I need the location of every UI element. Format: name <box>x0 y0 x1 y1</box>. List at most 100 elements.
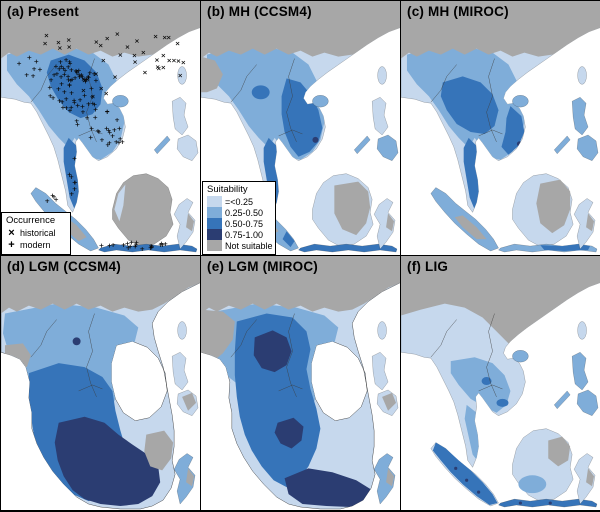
svg-text:+: + <box>51 193 56 201</box>
svg-text:×: × <box>156 65 161 73</box>
svg-text:×: × <box>125 43 130 51</box>
historical-marker-symbol: × <box>8 227 15 239</box>
svg-text:+: + <box>149 243 154 251</box>
svg-text:+: + <box>74 117 79 125</box>
svg-text:+: + <box>129 239 134 247</box>
svg-text:+: + <box>82 91 87 99</box>
svg-text:+: + <box>62 88 67 96</box>
svg-text:+: + <box>158 241 163 249</box>
svg-text:×: × <box>177 71 182 79</box>
svg-text:×: × <box>93 70 98 78</box>
svg-text:+: + <box>47 84 52 92</box>
svg-text:+: + <box>89 125 94 133</box>
svg-text:+: + <box>27 53 32 61</box>
map-f <box>401 256 600 508</box>
occurrence-legend-item-modern: + modern <box>6 239 66 251</box>
svg-text:+: + <box>80 103 85 111</box>
svg-text:+: + <box>105 108 110 116</box>
svg-text:+: + <box>84 76 89 84</box>
svg-text:×: × <box>161 64 166 72</box>
svg-text:+: + <box>16 60 21 68</box>
panel-b-label: (b) MH (CCSM4) <box>207 4 312 19</box>
svg-text:+: + <box>149 242 154 250</box>
svg-text:+: + <box>68 76 73 84</box>
svg-text:+: + <box>71 97 76 105</box>
panel-f-label: (f) LIG <box>407 259 449 274</box>
svg-text:+: + <box>86 74 91 82</box>
svg-text:×: × <box>57 44 62 52</box>
svg-text:+: + <box>148 242 153 250</box>
svg-text:+: + <box>110 132 115 140</box>
svg-text:+: + <box>107 139 112 147</box>
svg-text:+: + <box>58 58 63 66</box>
svg-text:+: + <box>106 127 111 135</box>
svg-text:+: + <box>60 103 65 111</box>
svg-text:×: × <box>66 36 71 44</box>
svg-text:+: + <box>83 78 88 86</box>
svg-text:+: + <box>67 171 72 179</box>
svg-text:+: + <box>57 97 62 105</box>
svg-text:+: + <box>44 197 49 205</box>
svg-text:×: × <box>132 58 137 66</box>
svg-text:+: + <box>125 240 130 248</box>
suitability-legend: Suitability =<0.25 0.25-0.50 0.50-0.75 0… <box>202 181 276 255</box>
svg-text:×: × <box>56 38 61 46</box>
svg-text:+: + <box>99 136 104 144</box>
svg-text:+: + <box>86 100 91 108</box>
suitability-class-row: Not suitable <box>207 240 273 251</box>
svg-text:+: + <box>37 66 42 74</box>
panel-e-lgm-miroc: (e) LGM (MIROC) <box>201 256 401 511</box>
suitability-class-row: 0.50-0.75 <box>207 218 271 229</box>
svg-text:+: + <box>163 240 168 248</box>
svg-text:+: + <box>73 67 78 75</box>
svg-text:×: × <box>90 92 95 100</box>
svg-text:×: × <box>98 42 103 50</box>
svg-text:+: + <box>34 57 39 65</box>
panel-d-label: (d) LGM (CCSM4) <box>7 259 121 274</box>
svg-text:+: + <box>133 242 138 250</box>
svg-text:×: × <box>175 40 180 48</box>
svg-text:+: + <box>133 241 138 249</box>
svg-text:+: + <box>50 191 55 199</box>
svg-text:+: + <box>76 71 81 79</box>
svg-text:+: + <box>105 108 110 116</box>
suitability-legend-title: Suitability <box>207 184 248 195</box>
svg-text:+: + <box>75 101 80 109</box>
svg-text:+: + <box>77 96 82 104</box>
map-d <box>1 256 200 510</box>
occurrence-markers: ××× ××××××××××××× ××××××××××××× ××× ××××××××… <box>16 30 186 253</box>
svg-text:+: + <box>31 65 36 73</box>
svg-text:+: + <box>72 98 77 106</box>
svg-text:×: × <box>42 40 47 48</box>
svg-text:×: × <box>67 43 72 51</box>
svg-text:+: + <box>96 128 101 136</box>
svg-text:+: + <box>90 99 95 107</box>
svg-text:×: × <box>101 57 106 65</box>
svg-text:+: + <box>67 81 72 89</box>
suitability-swatch-5 <box>207 240 222 251</box>
svg-text:×: × <box>112 73 117 81</box>
svg-text:+: + <box>99 241 104 249</box>
svg-text:+: + <box>67 107 72 115</box>
svg-text:+: + <box>53 63 58 71</box>
svg-text:+: + <box>85 73 90 81</box>
svg-text:+: + <box>78 72 83 80</box>
svg-text:×: × <box>118 51 123 59</box>
svg-text:×: × <box>162 34 167 42</box>
svg-text:+: + <box>121 241 126 249</box>
svg-text:+: + <box>30 72 35 80</box>
svg-text:+: + <box>48 76 53 84</box>
svg-text:+: + <box>61 64 66 72</box>
suitability-swatch-1 <box>207 196 222 207</box>
svg-text:+: + <box>69 89 74 97</box>
svg-text:+: + <box>24 71 29 79</box>
svg-text:+: + <box>104 125 109 133</box>
svg-text:+: + <box>88 134 93 142</box>
svg-text:+: + <box>51 71 56 79</box>
svg-text:+: + <box>128 242 133 250</box>
svg-text:+: + <box>65 72 70 80</box>
svg-text:+: + <box>63 56 68 64</box>
svg-text:×: × <box>155 63 160 71</box>
svg-text:+: + <box>69 173 74 181</box>
svg-text:+: + <box>120 138 125 146</box>
